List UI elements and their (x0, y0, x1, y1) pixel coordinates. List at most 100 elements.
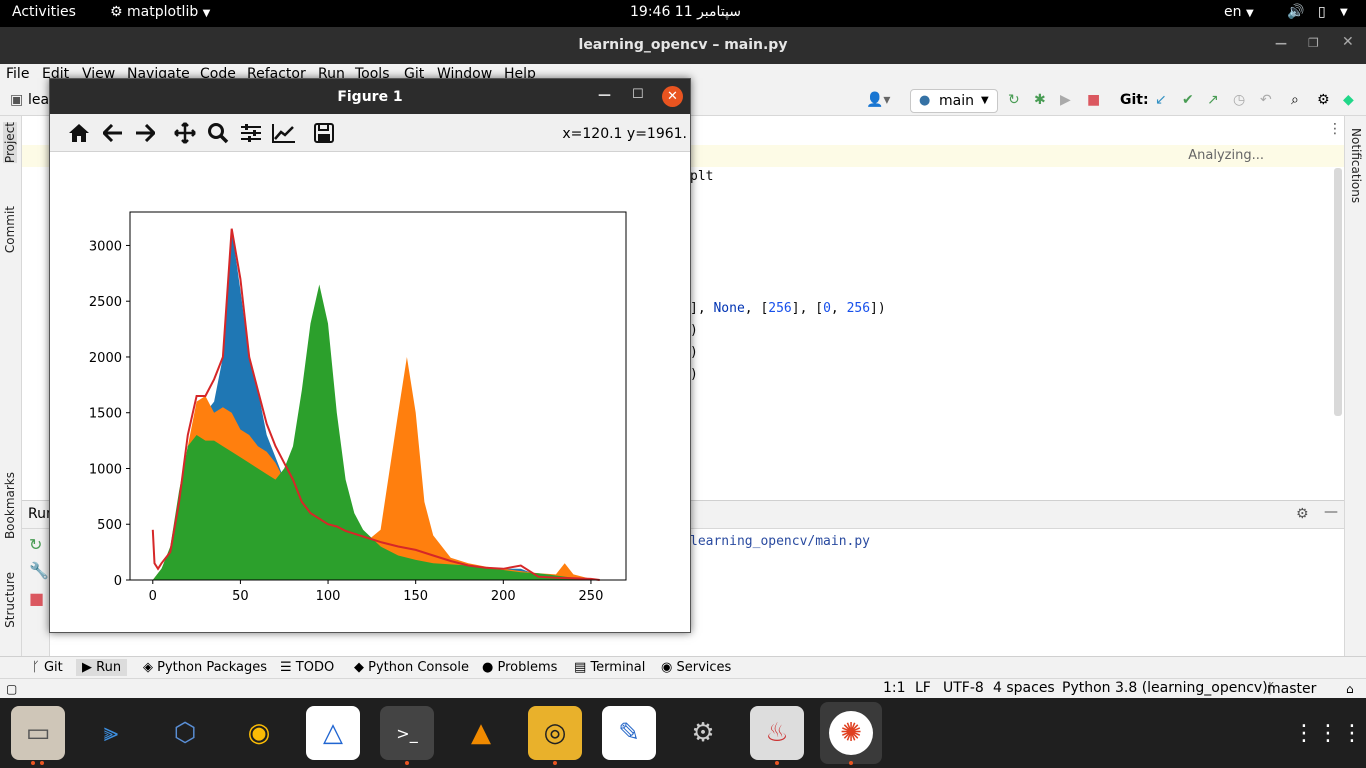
status-encoding[interactable]: UTF-8 (943, 680, 984, 696)
notifications-tab[interactable]: Notifications (1349, 128, 1363, 204)
git-history-icon[interactable]: ◷ (1233, 92, 1246, 108)
rhythmbox-icon[interactable]: ◎ (528, 706, 582, 760)
running-indicator (849, 761, 853, 765)
structure-tab[interactable]: Structure (3, 572, 17, 628)
run-panel-title[interactable]: Run (28, 506, 55, 522)
wrench-icon[interactable]: 🔧 (29, 561, 49, 580)
stop-icon[interactable]: ■ (29, 589, 45, 608)
status-branch-label: master (1267, 681, 1317, 697)
project-breadcrumb[interactable]: lea (28, 92, 50, 108)
settings-gear-icon[interactable]: ⚙ (1317, 92, 1330, 108)
edit-axis-icon[interactable] (271, 122, 297, 144)
lock-icon[interactable]: ⌂ (1346, 682, 1354, 696)
hide-panel-icon[interactable]: — (1324, 504, 1338, 520)
tool-window-git[interactable]: ᚴ Git (26, 659, 69, 676)
rerun-icon[interactable]: ↻ (1008, 92, 1020, 108)
jetbrains-icon[interactable]: ◆ (1343, 92, 1354, 108)
tool-window-problems[interactable]: ● Problems (476, 659, 563, 676)
figure-window: Figure 1 — ☐ ✕ x=120.1 y=1961. 0 50 100 150… (49, 78, 691, 633)
language-indicator[interactable]: en ▼ (1224, 4, 1254, 20)
tool-window-services[interactable]: ◉ Services (655, 659, 737, 676)
tool-window-run[interactable]: ▶ Run (76, 659, 128, 676)
matplotlib-app-active[interactable]: ✺ (820, 702, 882, 764)
play-icon: ▶ (82, 660, 92, 675)
terminal-icon[interactable]: >_ (380, 706, 434, 760)
search-icon[interactable]: ⌕ (1291, 92, 1299, 108)
app-menu[interactable]: ⚙ matplotlib ▼ (110, 4, 210, 20)
histogram-series-2 (152, 284, 600, 580)
minimize-icon[interactable]: — (598, 88, 611, 103)
text-editor-icon[interactable]: ✎ (602, 706, 656, 760)
coverage-icon[interactable]: ▶ (1060, 92, 1071, 108)
problems-icon: ● (482, 660, 494, 675)
git-rollback-icon[interactable]: ↶ (1260, 92, 1272, 108)
status-interpreter[interactable]: Python 3.8 (learning_opencv) (1062, 680, 1268, 696)
code-token: ], [ (791, 301, 824, 316)
y-tick-label: 1500 (89, 407, 122, 422)
tool-window-terminal[interactable]: ▤ Terminal (568, 659, 651, 676)
status-line-separator[interactable]: LF (915, 680, 931, 696)
run-config-select[interactable]: ● main ▼ (910, 89, 998, 113)
stop-icon[interactable]: ■ (1087, 92, 1101, 108)
android-studio-icon[interactable]: △ (306, 706, 360, 760)
status-position[interactable]: 1:1 (883, 680, 906, 696)
editor-scrollbar[interactable] (1334, 168, 1342, 416)
gear-icon[interactable]: ⚙ (1296, 506, 1309, 522)
layout-icon[interactable]: ▢ (6, 682, 18, 696)
project-tab[interactable]: Project (3, 122, 17, 164)
rerun-icon[interactable]: ↻ (29, 535, 43, 554)
back-icon[interactable] (100, 122, 126, 144)
maximize-icon[interactable]: ❐ (1308, 36, 1319, 50)
console-icon: ◆ (354, 660, 364, 675)
running-indicator (775, 761, 779, 765)
show-applications-icon[interactable]: ⋮⋮⋮ (1293, 720, 1365, 746)
tool-window-label: Problems (497, 660, 558, 675)
java-icon[interactable]: ♨ (750, 706, 804, 760)
virtualbox-icon[interactable]: ⬡ (173, 718, 197, 748)
debug-icon[interactable]: ✱ (1034, 92, 1046, 108)
minimize-icon[interactable]: — (1275, 36, 1287, 50)
user-icon[interactable]: 👤▾ (866, 92, 891, 108)
code-line: ) (690, 323, 698, 338)
close-icon[interactable]: ✕ (662, 86, 683, 107)
gear-icon: ⚙ (110, 4, 123, 20)
chrome-icon[interactable]: ◉ (247, 718, 271, 748)
configure-subplots-icon[interactable] (238, 122, 264, 144)
bookmarks-tab[interactable]: Bookmarks (3, 472, 17, 540)
save-icon[interactable] (311, 122, 337, 144)
settings-icon[interactable]: ⚙ (691, 718, 715, 748)
files-icon[interactable]: ▭ (11, 706, 65, 760)
cursor-coordinates: x=120.1 y=1961. (562, 126, 687, 142)
system-menu-chevron-icon[interactable]: ▼ (1340, 7, 1348, 18)
volume-icon[interactable]: 🔊 (1287, 4, 1305, 20)
matplotlib-icon: ✺ (829, 711, 873, 755)
battery-icon[interactable]: ▯ (1318, 4, 1326, 20)
code-token: 256 (846, 301, 871, 316)
close-icon[interactable]: ✕ (1342, 34, 1354, 50)
tool-window-label: Python Console (368, 660, 469, 675)
commit-tab[interactable]: Commit (3, 206, 17, 254)
tool-window-python-packages[interactable]: ◈ Python Packages (137, 659, 273, 676)
menu-file[interactable]: File (6, 66, 30, 82)
y-tick-label: 0 (114, 574, 122, 589)
activities-button[interactable]: Activities (12, 4, 76, 20)
status-indent[interactable]: 4 spaces (993, 680, 1055, 696)
git-update-icon[interactable]: ↙ (1155, 92, 1167, 108)
y-tick-label: 2500 (89, 295, 122, 310)
project-icon: ▣ (10, 92, 24, 108)
vlc-icon[interactable]: ▲ (471, 718, 491, 748)
home-icon[interactable] (66, 122, 92, 144)
run-output-path[interactable]: learning_opencv/main.py (690, 534, 871, 549)
tool-window-todo[interactable]: ☰ TODO (274, 659, 340, 676)
more-options-icon[interactable]: ⋮ (1328, 121, 1342, 137)
pan-icon[interactable] (172, 122, 198, 144)
vscode-icon[interactable]: ⫸ (103, 717, 119, 748)
clock[interactable]: 19:46 سپتامبر 11 (630, 4, 741, 20)
zoom-icon[interactable] (205, 122, 231, 144)
tool-window-python-console[interactable]: ◆ Python Console (348, 659, 475, 676)
git-push-icon[interactable]: ↗ (1207, 92, 1219, 108)
git-commit-icon[interactable]: ✔ (1182, 92, 1194, 108)
maximize-icon[interactable]: ☐ (632, 87, 644, 102)
forward-icon[interactable] (132, 122, 158, 144)
